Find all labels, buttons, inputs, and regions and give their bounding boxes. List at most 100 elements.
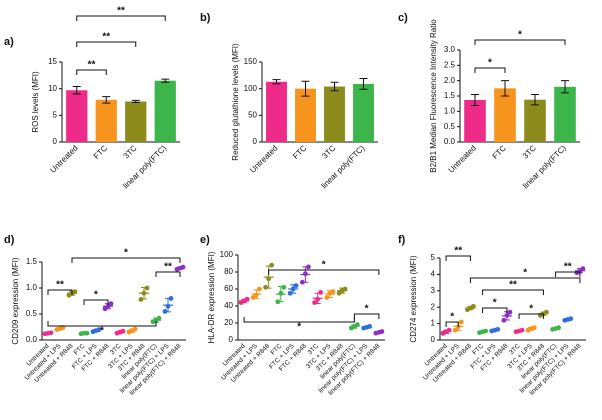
significance-bracket (482, 307, 508, 313)
error-bar (81, 332, 87, 335)
x-tick-label: 3TC (320, 143, 337, 160)
significance-bracket (474, 39, 566, 45)
y-tick-label: 5 (53, 110, 58, 119)
significance-bracket (71, 257, 181, 263)
error-bar (326, 290, 333, 298)
bar (95, 99, 117, 142)
significance-bracket (243, 317, 355, 323)
significance-bracket (268, 269, 380, 275)
significance-label: ** (164, 262, 172, 273)
significance-bracket (353, 313, 380, 319)
error-bar (290, 284, 297, 294)
error-bar (531, 93, 539, 106)
significance-label: * (322, 260, 326, 271)
y-tick-label: 5 (431, 253, 436, 262)
y-tick-label: 2.5 (444, 60, 456, 69)
significance-label: ** (102, 32, 110, 43)
data-point (256, 286, 262, 292)
error-bar (351, 324, 358, 329)
error-bar (131, 99, 140, 104)
error-bar (302, 266, 309, 283)
y-axis-title: CD274 expression (MFI) (409, 255, 418, 342)
significance-label: * (488, 58, 492, 69)
y-tick-label: 3.0 (444, 45, 456, 54)
y-tick-label: 20 (224, 318, 233, 327)
significance-bracket (47, 289, 73, 295)
x-tick-label: FTC (491, 143, 509, 161)
bar (464, 99, 486, 142)
y-tick-label: 0.5 (26, 309, 38, 318)
error-bar (363, 325, 370, 329)
bar (295, 88, 316, 142)
error-bar (141, 286, 147, 300)
error-bar (528, 327, 535, 331)
y-tick-label: 60 (224, 284, 233, 293)
significance-bracket (76, 15, 166, 21)
x-tick-label: 3TC (521, 143, 538, 160)
data-point (263, 284, 269, 290)
error-bar (467, 305, 474, 311)
error-bar (301, 80, 310, 97)
bar (125, 101, 147, 142)
significance-bracket (445, 255, 471, 261)
significance-label: * (518, 30, 522, 41)
error-bar (93, 329, 99, 333)
y-tick-label: 150 (244, 57, 258, 66)
error-bar (443, 329, 450, 334)
y-tick-label: 0 (253, 137, 258, 146)
significance-bracket (76, 69, 107, 75)
significance-label: * (94, 290, 98, 301)
significance-bracket (47, 321, 157, 327)
error-bar (72, 86, 81, 95)
y-tick-label: 3 (431, 286, 436, 295)
significance-label: * (529, 304, 533, 315)
y-axis-title: CD209 expression (MFI) (11, 257, 20, 344)
significance-bracket (474, 67, 506, 73)
data-point (138, 297, 144, 302)
significance-label: ** (117, 6, 125, 17)
y-tick-label: 1.5 (26, 257, 38, 266)
error-bar (479, 330, 486, 334)
error-bar (102, 96, 111, 104)
y-tick-label: 1.0 (444, 106, 456, 115)
error-bar (471, 93, 479, 107)
error-bar (161, 78, 170, 83)
significance-label: ** (88, 60, 96, 71)
significance-bracket (83, 299, 109, 305)
panel-label: d) (4, 234, 15, 246)
y-tick-label: 50 (248, 110, 257, 119)
y-tick-label: 100 (220, 250, 234, 259)
error-bar (375, 331, 382, 334)
bar (494, 88, 516, 142)
x-tick-label: FTC (92, 143, 110, 161)
error-bar (339, 287, 346, 294)
x-tick-label: Untreated (48, 144, 79, 175)
significance-label: * (124, 248, 128, 259)
data-point (293, 283, 299, 288)
error-bar (314, 292, 321, 304)
significance-bracket (482, 289, 544, 295)
y-tick-label: 15 (48, 57, 57, 66)
bar (554, 86, 576, 142)
y-axis-title: HLA-DR expression (MFI) (207, 251, 216, 343)
significance-label: * (523, 268, 527, 279)
data-point (144, 285, 150, 291)
data-point (162, 309, 168, 314)
y-tick-label: 0.0 (26, 335, 38, 344)
y-axis-title: B2/B1 Median Fluorescence Intensity Rati… (429, 19, 438, 173)
error-bar (501, 80, 509, 97)
x-tick-label: Untreated (447, 144, 478, 175)
y-tick-label: 1 (431, 319, 436, 328)
significance-label: * (297, 322, 301, 333)
y-tick-label: 80 (224, 267, 233, 276)
error-bar (129, 328, 135, 333)
error-bar (330, 81, 339, 92)
error-bar (45, 332, 51, 335)
error-bar (277, 285, 284, 303)
y-tick-label: 0.5 (444, 122, 456, 131)
data-point (330, 289, 336, 294)
y-axis-title: ROS levels (MFI) (31, 71, 40, 133)
error-bar (516, 329, 523, 333)
error-bar (359, 78, 368, 90)
error-bar (165, 297, 171, 313)
